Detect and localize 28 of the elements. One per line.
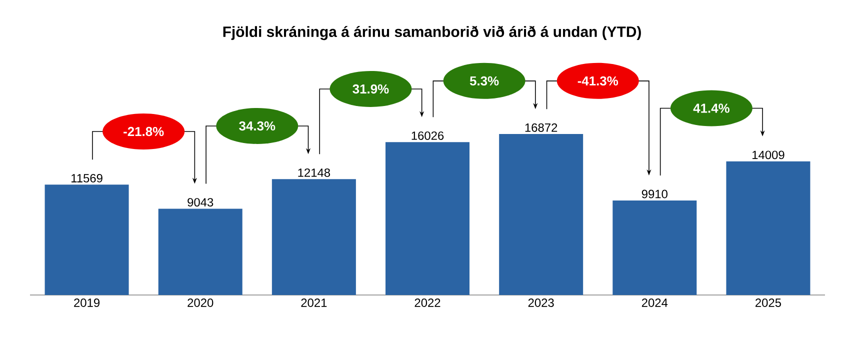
chart-title: Fjöldi skráninga á árinu samanborið við árið á undan (YTD) — [223, 26, 641, 40]
text: 41.4% — [693, 104, 730, 113]
bar — [272, 179, 356, 295]
data-label: 9043 — [188, 198, 214, 207]
bar — [499, 134, 584, 295]
data-label: 16872 — [525, 123, 558, 132]
bar — [44, 184, 129, 295]
bar — [386, 142, 470, 295]
x-tick-label: 2020 — [188, 298, 214, 307]
text: -41.3% — [578, 76, 618, 86]
data-label: 9910 — [642, 190, 668, 198]
x-tick-label: 2023 — [528, 298, 554, 307]
text: 5.3% — [470, 76, 499, 86]
bar — [158, 208, 242, 295]
x-tick-label: 2025 — [756, 298, 782, 307]
x-tick-label: 2019 — [74, 298, 100, 307]
x-tick-label: 2024 — [642, 298, 668, 307]
data-label: 12148 — [298, 168, 330, 177]
text: 31.9% — [352, 84, 389, 94]
bar — [726, 161, 810, 295]
x-tick-label: 2022 — [414, 298, 440, 307]
x-tick-label: 2021 — [301, 298, 327, 307]
text: 34.3% — [239, 121, 276, 131]
annotation: -21.8% — [124, 126, 164, 136]
data-label: 11569 — [72, 174, 102, 182]
data-label: 16026 — [412, 131, 444, 140]
bar — [612, 200, 697, 295]
data-label: 14009 — [752, 150, 784, 160]
